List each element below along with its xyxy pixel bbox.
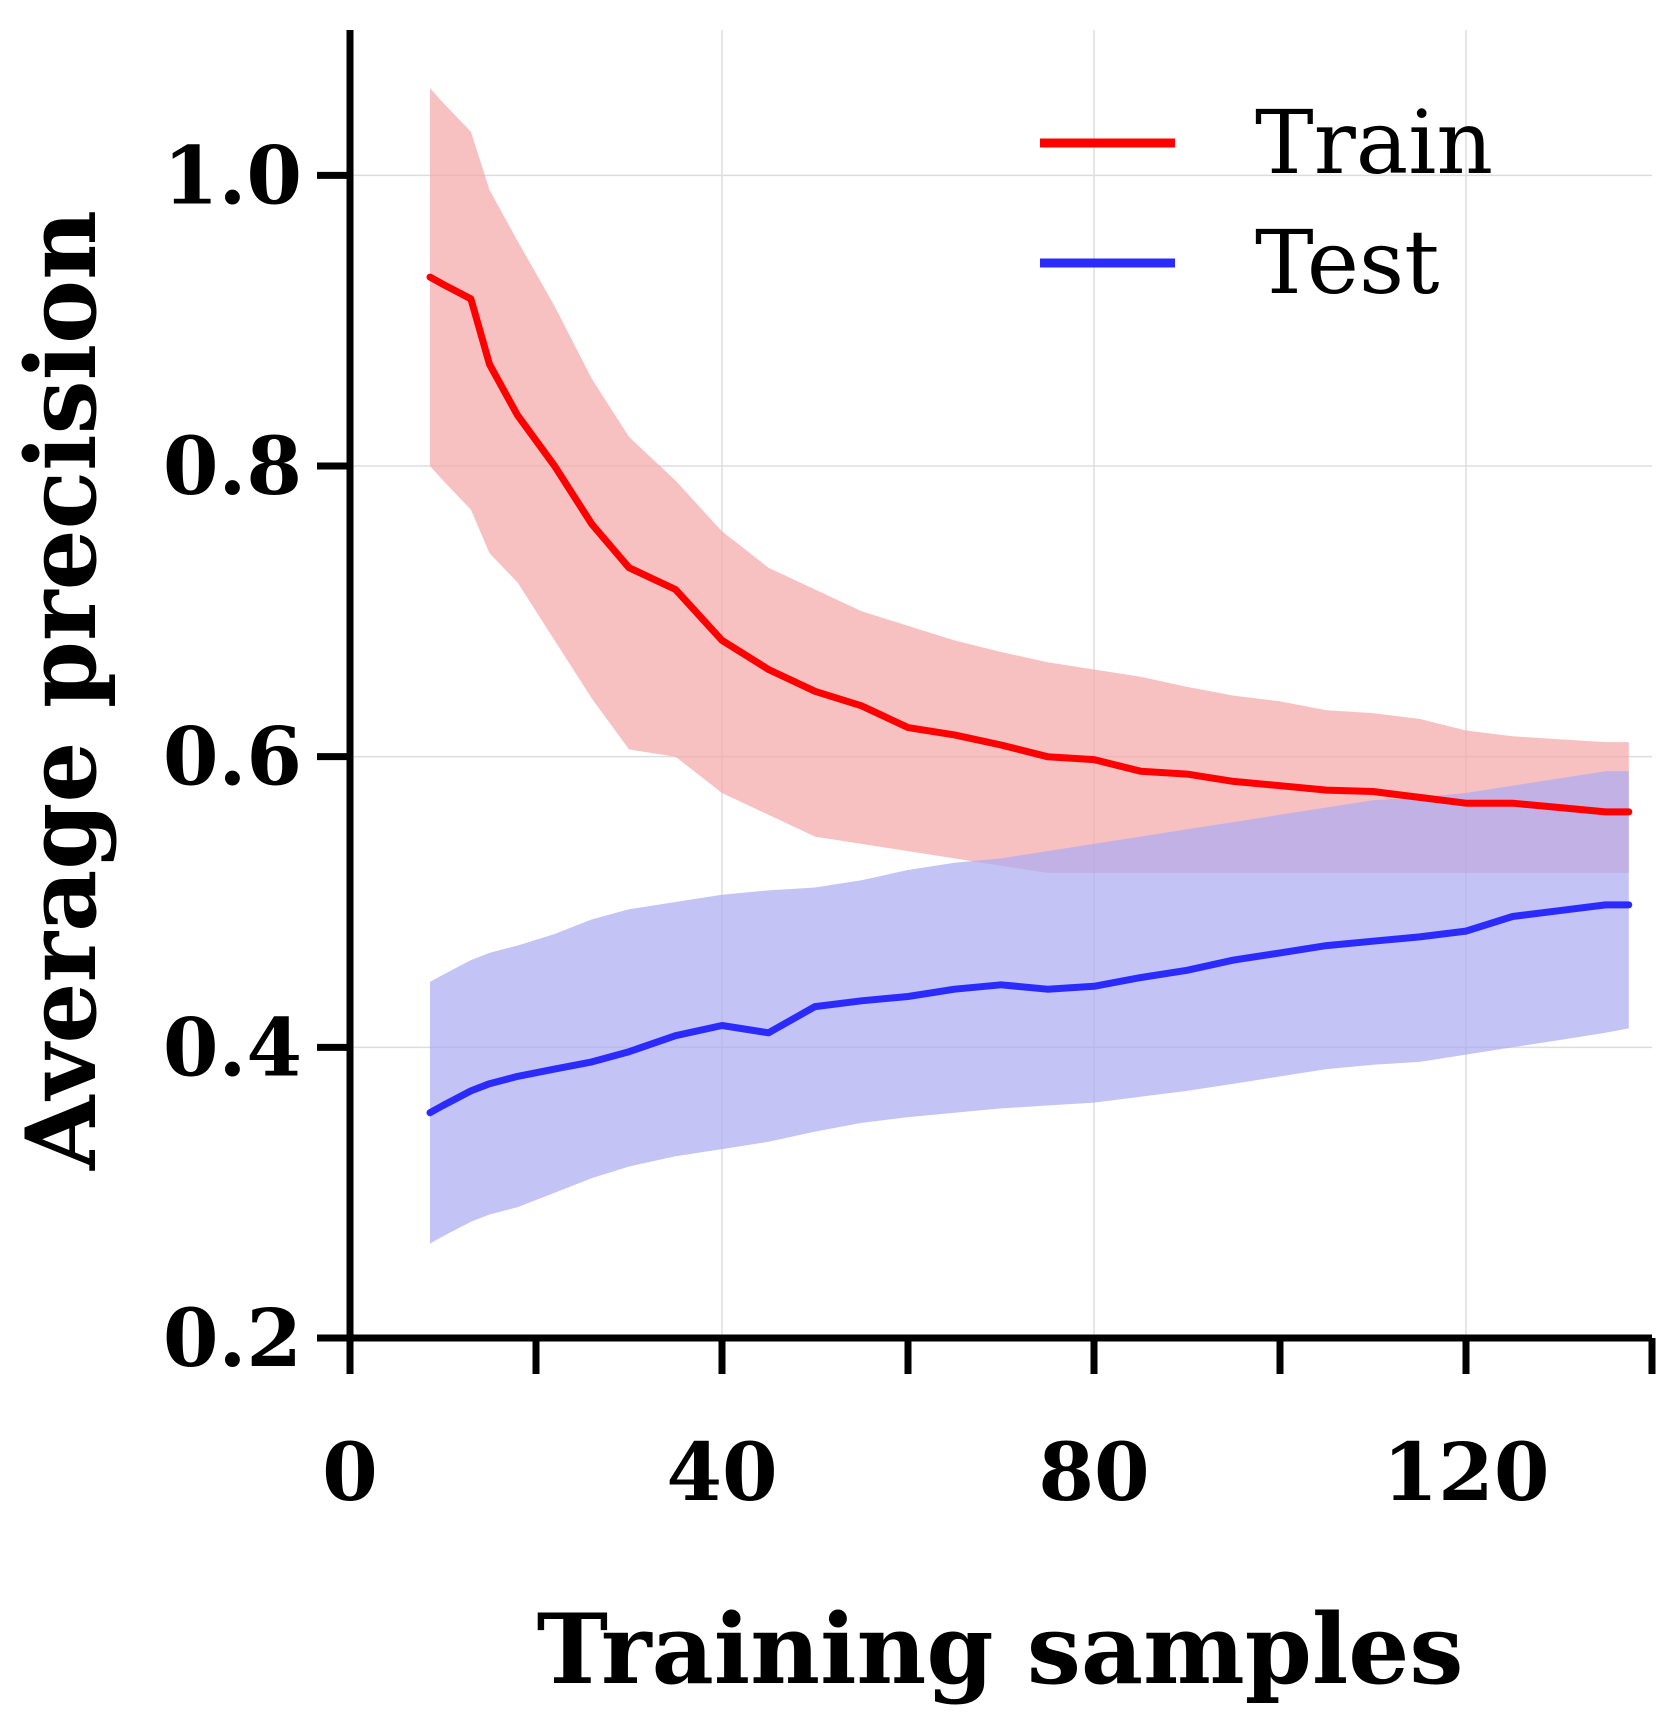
x-tick-label: 80: [1038, 1425, 1149, 1519]
legend-label-train: Train: [1255, 91, 1493, 194]
x-tick-label: 120: [1383, 1425, 1550, 1519]
series-lines: [426, 273, 1633, 1117]
train-band: [430, 88, 1629, 873]
y-tick-label: 0.6: [163, 710, 302, 804]
y-tick-label: 0.2: [163, 1291, 302, 1385]
legend: Train Test: [1040, 91, 1493, 314]
train-line: [426, 273, 1633, 816]
tick-labels: 0 40 80 120 0.2 0.4 0.6 0.8 1.0: [163, 128, 1550, 1519]
legend-label-test: Test: [1255, 211, 1439, 314]
y-axis-title: Average precision: [5, 210, 118, 1171]
x-tick-label: 0: [322, 1425, 378, 1519]
test-line: [426, 901, 1633, 1117]
confidence-bands: [430, 88, 1629, 1244]
axes: [317, 30, 1656, 1374]
x-axis-title: Training samples: [537, 1593, 1464, 1706]
test-band: [430, 771, 1629, 1244]
x-tick-label: 40: [666, 1425, 777, 1519]
y-tick-label: 0.4: [163, 1000, 302, 1094]
y-tick-label: 1.0: [163, 128, 302, 222]
y-tick-label: 0.8: [163, 419, 302, 513]
